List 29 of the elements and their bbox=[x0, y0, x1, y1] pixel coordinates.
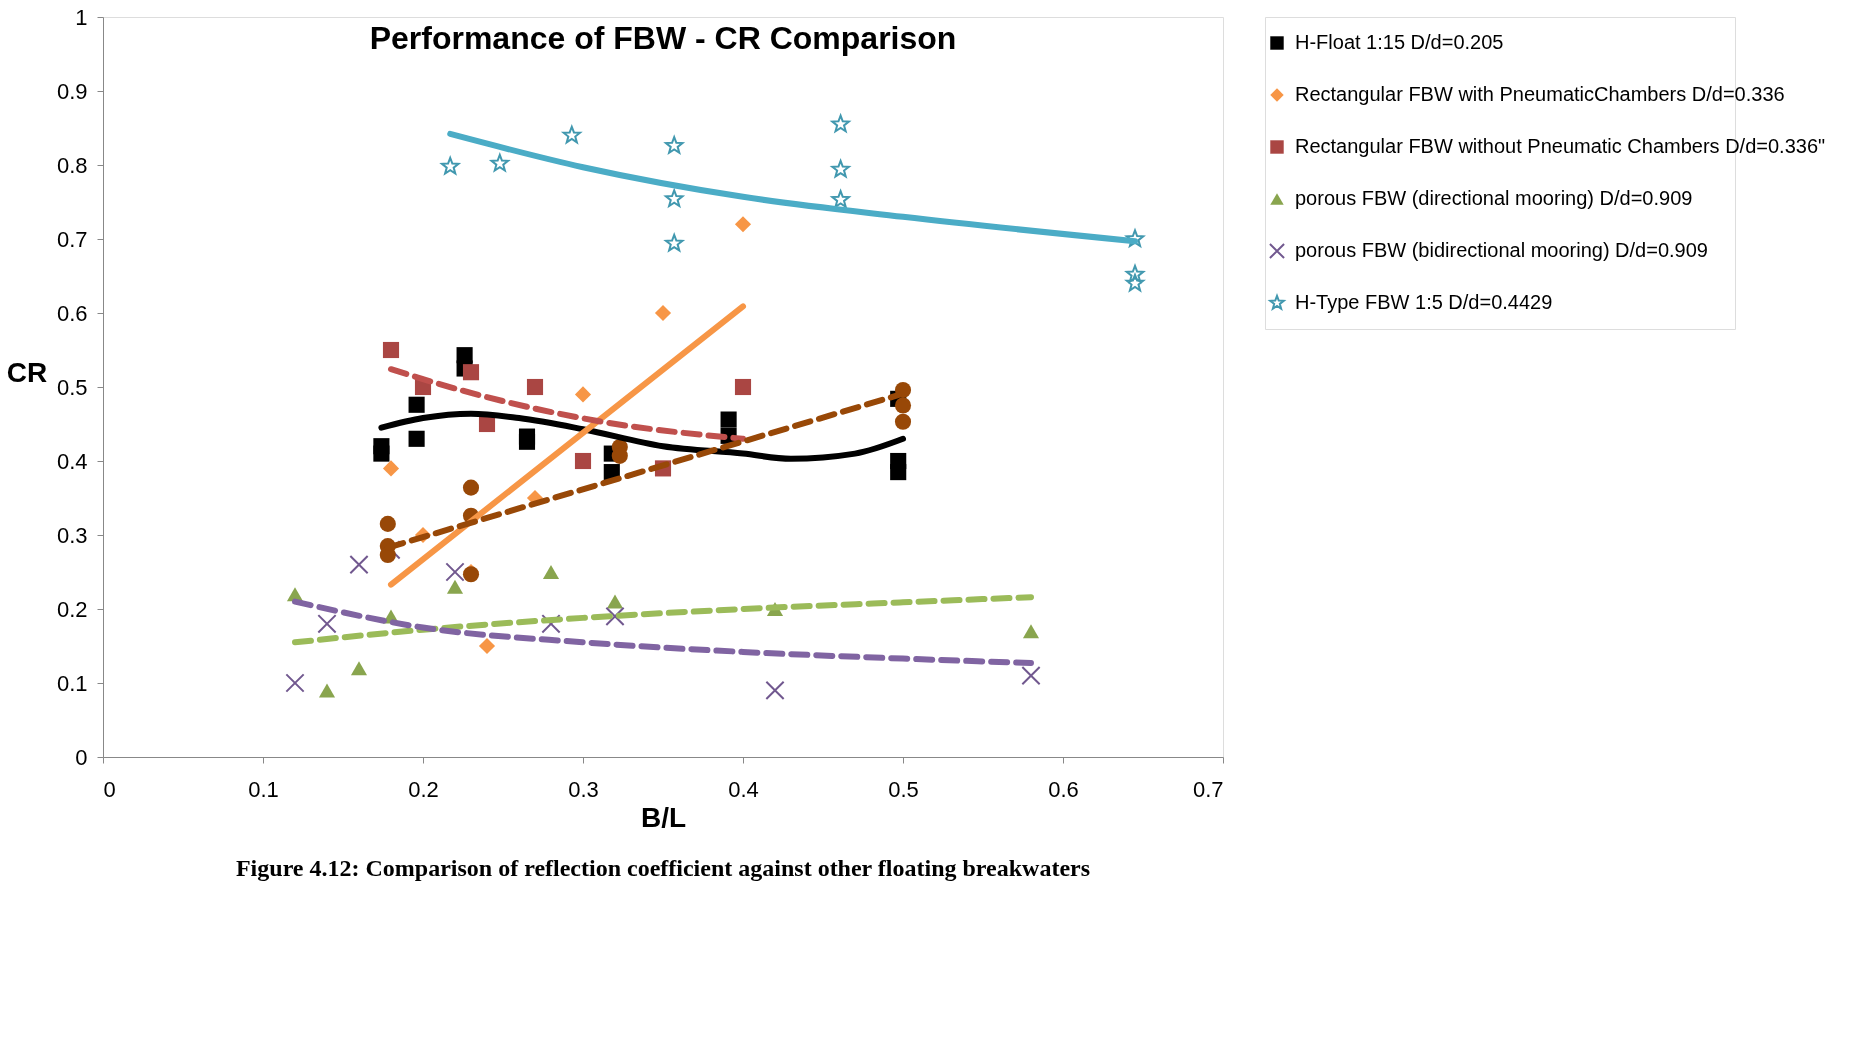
y-tick-label: 0.6 bbox=[56, 300, 88, 326]
y-tick-label: 0.4 bbox=[56, 448, 88, 474]
caption: Figure 4.12: Comparison of reflection coefficient against other floating breakwaters bbox=[235, 855, 1091, 881]
x-tick-label: 0.5 bbox=[888, 776, 919, 802]
y-tick-label: 0.8 bbox=[56, 152, 88, 178]
legend-label: Rectangular FBW with PneumaticChambers D/d=0.336 bbox=[1295, 83, 1785, 105]
y-tick-label: 0 bbox=[75, 744, 88, 770]
x-tick-label: 0.2 bbox=[408, 776, 439, 802]
x-tick-label: 0.6 bbox=[1048, 776, 1079, 802]
chart-title: Performance of FBW - CR Comparison bbox=[369, 20, 957, 56]
y-axis-title: CR bbox=[6, 356, 48, 388]
legend-label: H-Type FBW 1:5 D/d=0.4429 bbox=[1295, 291, 1553, 313]
x-tick-label: 0.1 bbox=[248, 776, 279, 802]
legend-label: porous FBW (bidirectional mooring) D/d=0.909 bbox=[1295, 239, 1708, 261]
legend-label: Rectangular FBW without Pneumatic Chambers D/d=0.336" bbox=[1295, 135, 1826, 157]
y-tick-label: 1 bbox=[75, 4, 88, 30]
y-tick-label: 0.2 bbox=[56, 596, 88, 622]
x-tick-label: 0.4 bbox=[728, 776, 759, 802]
legend-label: porous FBW (directional mooring) D/d=0.909 bbox=[1295, 187, 1693, 209]
y-tick-label: 0.9 bbox=[56, 78, 88, 104]
x-tick-label: 0.3 bbox=[568, 776, 599, 802]
y-tick-label: 0.5 bbox=[56, 374, 88, 400]
x-tick-label: 0 bbox=[103, 776, 116, 802]
y-tick-label: 0.3 bbox=[56, 522, 88, 548]
x-tick-label: 0.7 bbox=[1192, 776, 1224, 802]
y-tick-label: 0.7 bbox=[56, 226, 88, 252]
x-axis-title: B/L bbox=[640, 801, 687, 833]
legend-label: H-Float 1:15 D/d=0.205 bbox=[1295, 31, 1504, 53]
y-tick-label: 0.1 bbox=[56, 670, 88, 696]
